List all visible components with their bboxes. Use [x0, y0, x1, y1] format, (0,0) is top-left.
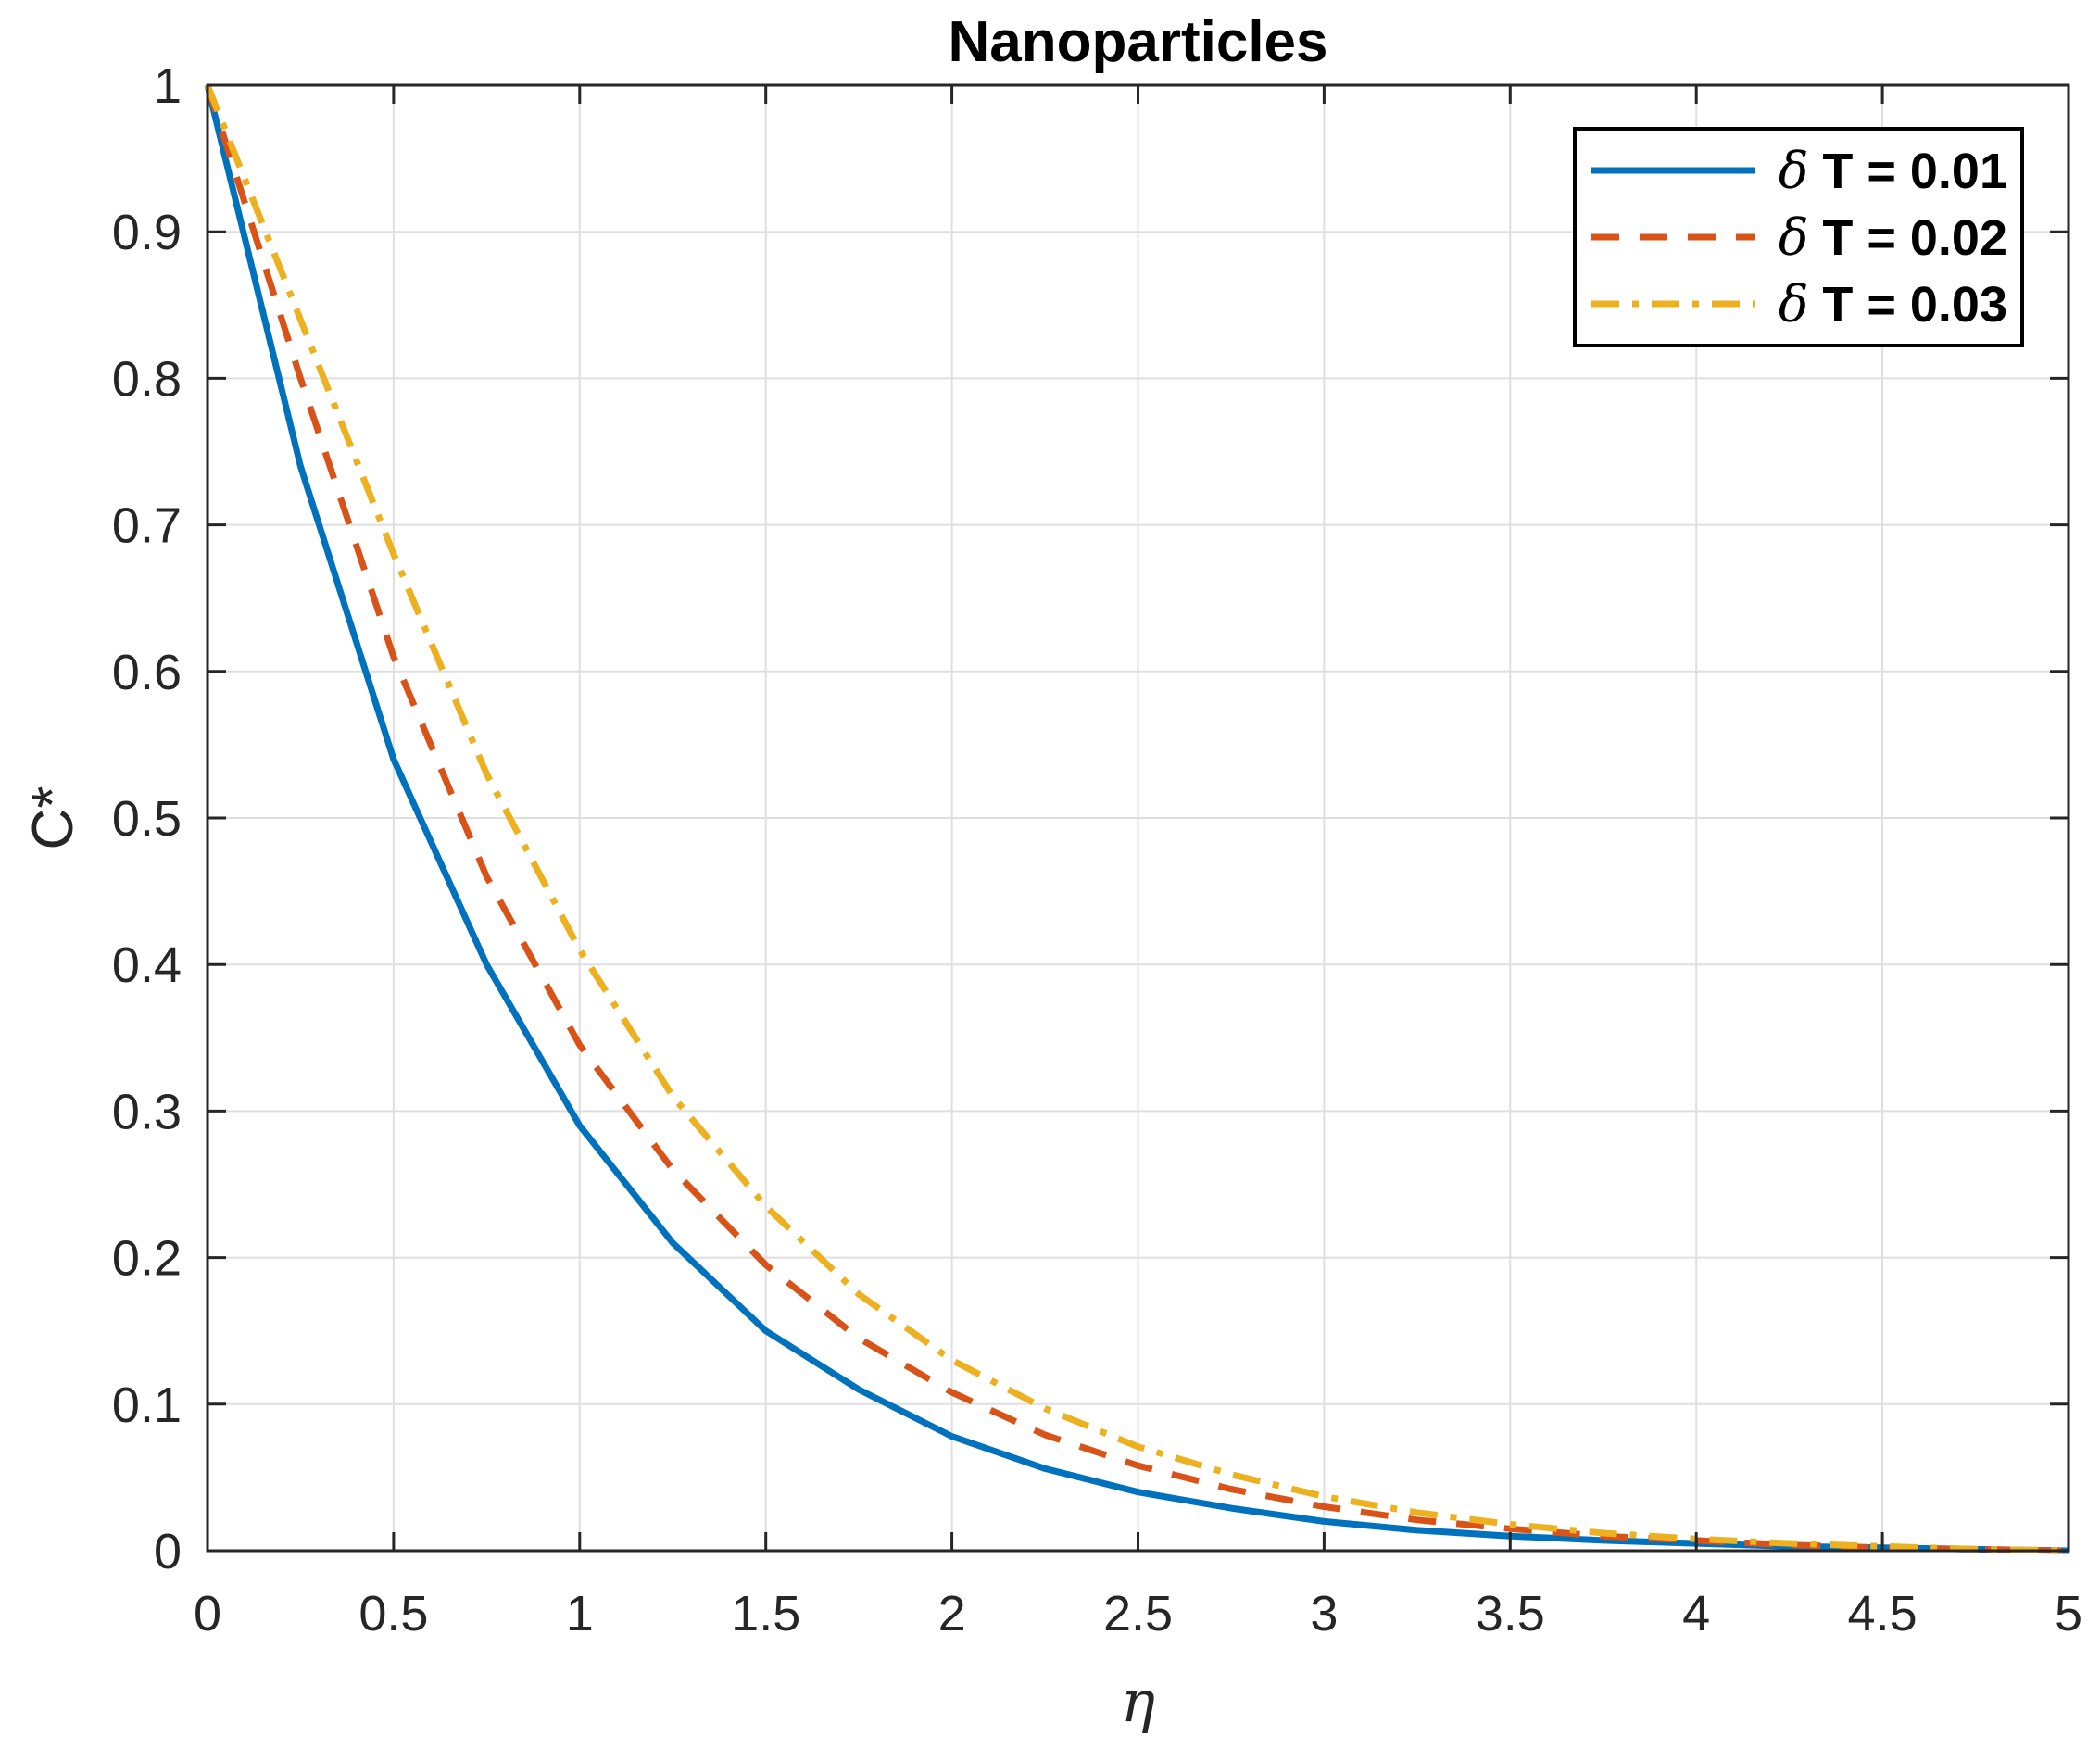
y-tick-label-3: 0.3 [112, 1084, 182, 1139]
legend-label-1: δ T = 0.02 [1779, 208, 2007, 267]
x-tick-label-5: 2.5 [1103, 1586, 1173, 1641]
x-axis-label: η [1121, 1667, 1155, 1735]
x-tick-label-4: 2 [938, 1586, 966, 1641]
y-tick-label-5: 0.5 [112, 791, 182, 847]
legend-label-0: δ T = 0.01 [1779, 142, 2007, 200]
x-tick-label-8: 4 [1682, 1586, 1710, 1641]
y-tick-label-4: 0.4 [112, 937, 182, 993]
x-tick-label-2: 1 [566, 1586, 594, 1641]
series-line-1 [204, 83, 2069, 1554]
x-tick-labels: 0 0.5 1 1.5 2 2.5 3 3.5 4 4.5 5 [194, 1586, 2082, 1641]
y-tick-label-1: 0.1 [112, 1377, 182, 1433]
y-axis-label: C* [21, 786, 85, 850]
y-tick-label-10: 1 [154, 58, 182, 114]
y-tick-label-7: 0.7 [112, 498, 182, 554]
y-tick-label-6: 0.6 [112, 645, 182, 700]
tick-marks [206, 83, 2070, 1553]
y-tick-label-8: 0.8 [112, 351, 182, 407]
x-tick-label-7: 3.5 [1476, 1586, 1545, 1641]
x-tick-label-3: 1.5 [731, 1586, 800, 1641]
x-tick-label-1: 0.5 [358, 1586, 428, 1641]
legend-label-2: δ T = 0.03 [1779, 275, 2007, 333]
y-tick-label-2: 0.2 [112, 1231, 182, 1287]
x-tick-label-9: 4.5 [1848, 1586, 1918, 1641]
series-lines [204, 83, 2069, 1554]
x-tick-label-6: 3 [1310, 1586, 1338, 1641]
x-tick-label-10: 5 [2055, 1586, 2082, 1641]
legend: δ T = 0.01 δ T = 0.02 δ T = 0.03 [1573, 127, 2024, 347]
y-tick-label-9: 0.9 [112, 205, 182, 260]
y-tick-labels: 0 0.1 0.2 0.3 0.4 0.5 0.6 0.7 0.8 0.9 1 [112, 58, 182, 1579]
series-line-2 [204, 83, 2069, 1554]
x-tick-label-0: 0 [194, 1586, 221, 1641]
y-tick-label-0: 0 [154, 1524, 182, 1579]
chart-title: Nanoparticles [948, 10, 1327, 74]
